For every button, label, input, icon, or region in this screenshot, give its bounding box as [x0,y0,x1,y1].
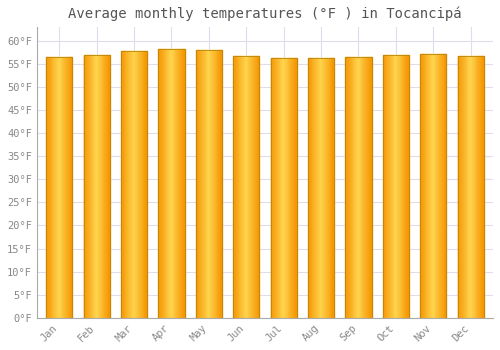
Title: Average monthly temperatures (°F ) in Tocancipá: Average monthly temperatures (°F ) in To… [68,7,462,21]
